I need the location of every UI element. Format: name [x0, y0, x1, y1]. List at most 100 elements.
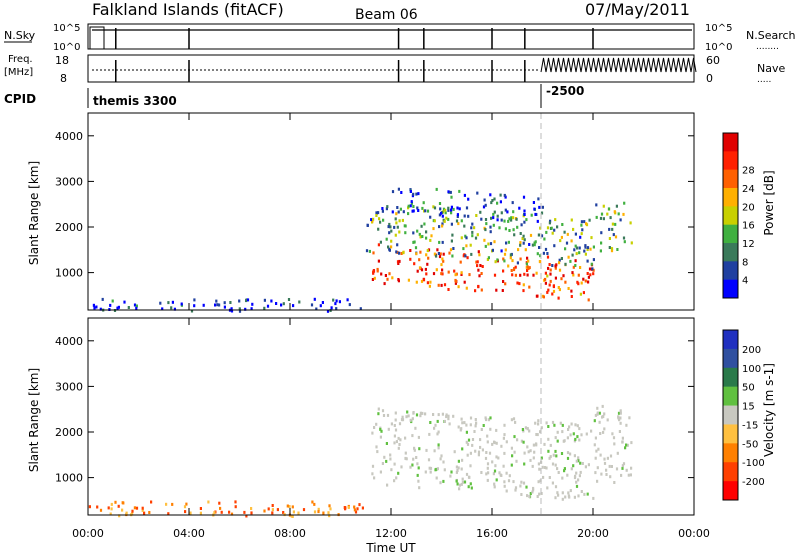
scatter-cell [441, 214, 444, 218]
scatter-cell [489, 242, 493, 246]
scatter-cell [502, 464, 505, 468]
scatter-cell [451, 254, 454, 258]
colorbar-segment [723, 405, 738, 425]
scatter-cell [471, 443, 474, 447]
colorbar-segment [723, 243, 738, 262]
scatter-cell [543, 237, 546, 241]
scatter-cell [479, 438, 482, 442]
x-tick-label: 08:00 [274, 527, 306, 540]
scatter-cell [328, 504, 331, 508]
y-tick-label: 4000 [55, 130, 83, 143]
scatter-cell [442, 479, 445, 483]
scatter-cell [602, 415, 605, 418]
scatter-cell [313, 510, 317, 514]
scatter-cell [317, 507, 320, 511]
scatter-cell [486, 434, 489, 438]
scatter-cell [131, 512, 134, 516]
scatter-cell [313, 297, 316, 301]
scatter-cell [390, 245, 393, 249]
scatter-cell [327, 511, 330, 515]
scatter-cell [561, 491, 564, 495]
power-panel: 1000 2000 3000 4000 Slant Range [km] 4 8 12 16… [27, 112, 776, 313]
scatter-cell [532, 486, 535, 490]
freq-frame [87, 54, 695, 83]
scatter-cell [386, 483, 389, 487]
scatter-cell [554, 436, 557, 440]
scatter-cell [614, 222, 617, 226]
scatter-cell [427, 458, 431, 462]
scatter-cell [432, 413, 435, 416]
scatter-cell [510, 463, 513, 467]
scatter-cell [512, 417, 516, 421]
scatter-cell [607, 207, 611, 211]
scatter-cell [539, 254, 542, 258]
scatter-cell [405, 415, 408, 419]
scatter-cell [599, 432, 602, 435]
scatter-cell [527, 267, 530, 270]
beam-title: Beam 06 [355, 7, 418, 23]
scatter-cell [417, 209, 420, 212]
scatter-cell [492, 212, 495, 216]
scatter-cell [114, 500, 117, 504]
scatter-cell [579, 266, 582, 269]
scatter-cell [371, 472, 374, 476]
scatter-cell [450, 222, 453, 226]
scatter-cell [397, 436, 400, 440]
scatter-cell [458, 483, 461, 487]
scatter-cell [432, 205, 435, 209]
scatter-cell [489, 427, 492, 431]
scatter-cell [165, 502, 168, 506]
scatter-cell [416, 473, 419, 477]
scatter-cell [387, 245, 390, 249]
scatter-cell [368, 249, 371, 253]
scatter-cell [202, 303, 205, 307]
scatter-cell [495, 455, 498, 459]
scatter-cell [228, 510, 231, 514]
scatter-cell [609, 216, 612, 220]
scatter-cell [517, 248, 520, 252]
scatter-cell [418, 258, 421, 262]
scatter-cell [603, 461, 607, 465]
scatter-cell [282, 302, 285, 306]
scatter-cell [460, 417, 463, 421]
scatter-cell [477, 284, 480, 288]
scatter-cell [546, 290, 549, 294]
scatter-cell [377, 407, 380, 411]
scatter-cell [413, 262, 416, 266]
scatter-cell [118, 514, 121, 518]
scatter-cell [452, 247, 455, 250]
scatter-cell [537, 480, 540, 484]
scatter-cell [107, 506, 110, 510]
scatter-cell [531, 464, 534, 468]
scatter-cell [109, 512, 112, 516]
scatter-cell [572, 273, 575, 277]
scatter-cell [372, 269, 376, 273]
scatter-cell [441, 268, 444, 272]
scatter-cell [551, 420, 555, 424]
scatter-cell [439, 207, 442, 211]
scatter-cell [292, 304, 295, 308]
scatter-cell [502, 269, 505, 273]
scatter-cell [533, 241, 536, 245]
scatter-cell [116, 306, 119, 310]
scatter-cell [457, 459, 460, 463]
scatter-cell [611, 227, 614, 231]
scatter-cell [447, 208, 450, 212]
scatter-cell [525, 218, 528, 222]
scatter-cell [623, 201, 626, 205]
scatter-cell [96, 505, 99, 509]
cpid-label: CPID [4, 92, 36, 106]
colorbar-segment [723, 261, 738, 280]
scatter-cell [418, 232, 421, 236]
scatter-cell [465, 244, 468, 248]
scatter-cell [583, 249, 586, 253]
scatter-cell [493, 197, 496, 201]
scatter-cell [523, 462, 526, 466]
y-tick-label: 2000 [55, 426, 83, 439]
nsky-start-block [89, 26, 105, 50]
scatter-cell [592, 272, 595, 276]
scatter-cell [562, 274, 565, 278]
scatter-cell [397, 278, 400, 281]
scatter-cell [538, 260, 541, 263]
scatter-cell [516, 438, 519, 442]
